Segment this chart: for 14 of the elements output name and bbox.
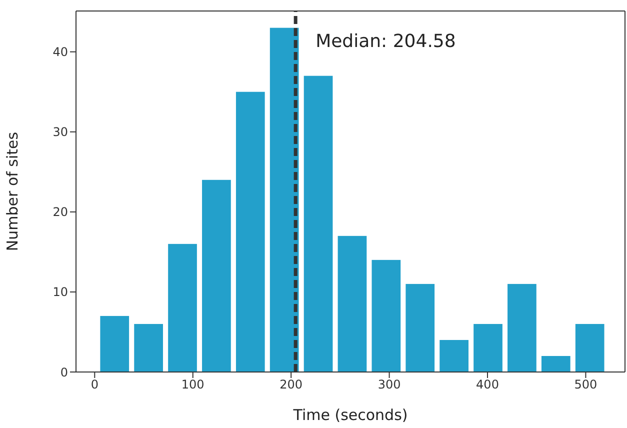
y-tick-label: 40 bbox=[52, 45, 68, 60]
x-tick-label: 300 bbox=[378, 378, 401, 392]
x-axis-title: Time (seconds) bbox=[292, 406, 408, 424]
ref-line-label: Median: 204.58 bbox=[316, 31, 456, 52]
y-tick-label: 0 bbox=[60, 365, 68, 380]
x-tick-label: 0 bbox=[90, 378, 98, 392]
x-tick-label: 200 bbox=[280, 378, 303, 392]
y-tick-label: 10 bbox=[52, 285, 68, 300]
x-tick-label: 100 bbox=[181, 378, 204, 392]
y-tick-label: 20 bbox=[52, 205, 68, 220]
y-axis-title: Number of sites bbox=[3, 132, 22, 252]
x-tick-label: 400 bbox=[476, 378, 499, 392]
x-tick-label: 500 bbox=[574, 378, 598, 392]
y-tick-label: 30 bbox=[52, 125, 68, 140]
